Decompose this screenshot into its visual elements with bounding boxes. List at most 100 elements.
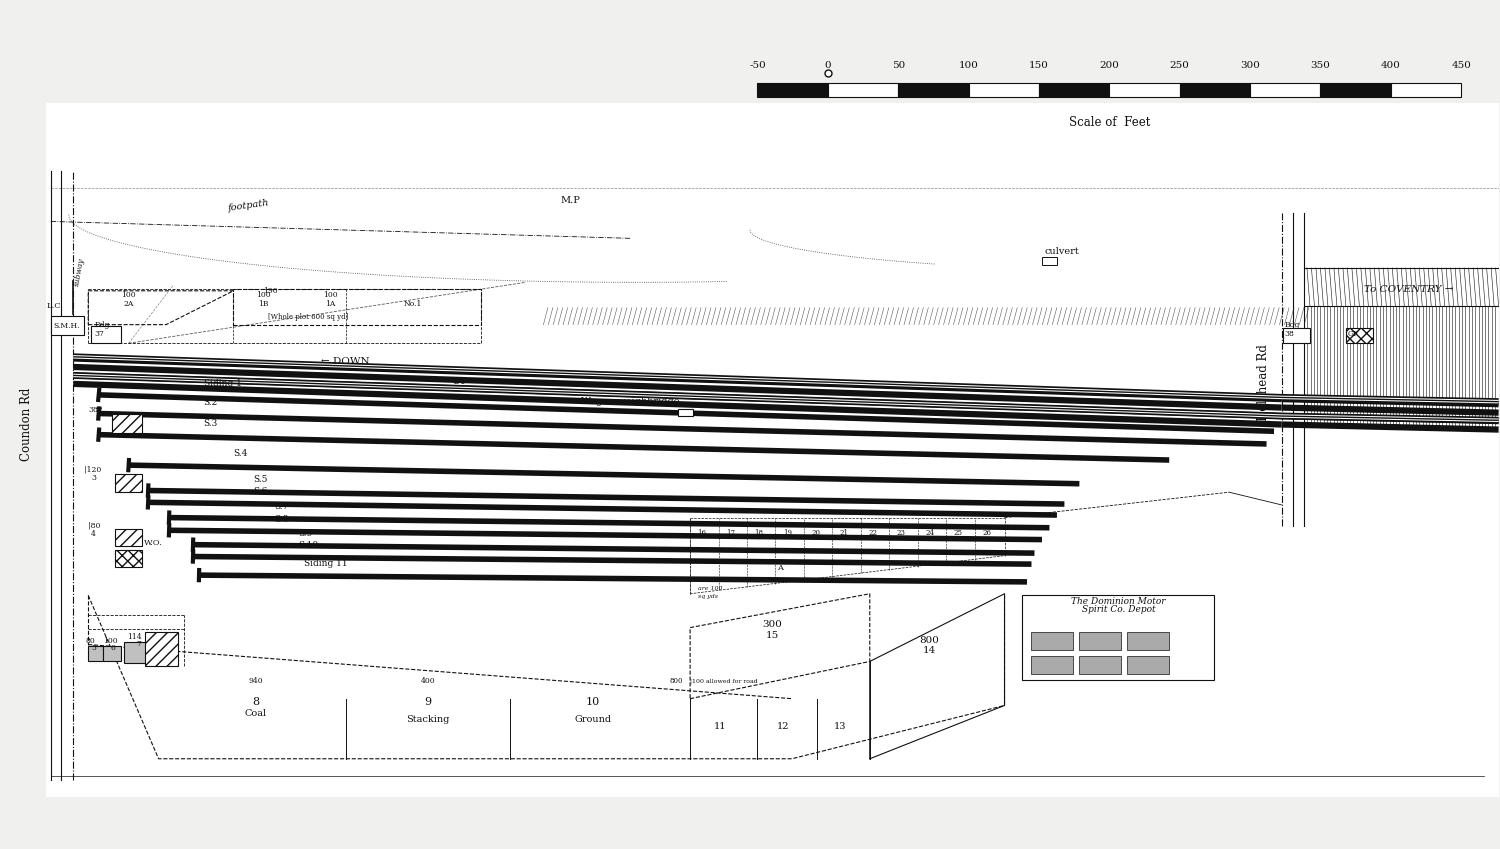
Text: 13: 13 xyxy=(834,722,846,731)
Bar xyxy=(969,83,1040,97)
Text: 9: 9 xyxy=(424,697,432,707)
Text: M.P: M.P xyxy=(561,196,580,205)
Text: GF: GF xyxy=(1347,330,1359,339)
Bar xyxy=(1080,632,1122,650)
Text: 23: 23 xyxy=(897,529,906,537)
Text: Bdg
37: Bdg 37 xyxy=(94,321,110,339)
Text: sq yds: sq yds xyxy=(698,594,717,599)
Text: 940: 940 xyxy=(249,677,262,684)
Text: |80: |80 xyxy=(88,522,101,530)
Text: 300: 300 xyxy=(1240,61,1260,70)
Text: 100
1A: 100 1A xyxy=(324,291,338,308)
Bar xyxy=(1179,83,1250,97)
Text: Stacking: Stacking xyxy=(406,716,450,724)
Text: 450: 450 xyxy=(1450,61,1472,70)
Text: 800
14: 800 14 xyxy=(920,636,939,655)
Text: 382: 382 xyxy=(88,406,104,413)
Bar xyxy=(828,83,898,97)
Text: W.O.: W.O. xyxy=(144,538,162,547)
Text: Spirit Co. Depot: Spirit Co. Depot xyxy=(1082,605,1155,615)
Text: 10: 10 xyxy=(585,697,600,707)
Text: 100
1B: 100 1B xyxy=(256,291,270,308)
Text: 100
2A: 100 2A xyxy=(122,291,136,308)
Text: Siding 1: Siding 1 xyxy=(204,380,242,388)
Bar xyxy=(146,632,178,666)
Text: 5: 5 xyxy=(92,644,96,651)
Text: 350: 350 xyxy=(1311,61,1330,70)
Text: ← DOWN: ← DOWN xyxy=(321,357,370,366)
Text: * ALL THESE: * ALL THESE xyxy=(698,577,741,582)
Text: are 100: are 100 xyxy=(698,586,721,591)
Bar xyxy=(1320,83,1390,97)
Bar xyxy=(1032,655,1074,674)
Bar xyxy=(1032,632,1074,650)
Bar xyxy=(1128,632,1168,650)
Text: S.9: S.9 xyxy=(298,529,312,538)
Bar xyxy=(116,550,142,566)
Bar xyxy=(1128,655,1168,674)
Text: Coundon Rd: Coundon Rd xyxy=(21,388,33,461)
Text: 6: 6 xyxy=(111,644,116,651)
Text: S.M.H.: S.M.H. xyxy=(54,322,81,330)
Text: A: A xyxy=(777,564,783,572)
Bar xyxy=(898,83,969,97)
Bar xyxy=(1080,655,1122,674)
Text: 100: 100 xyxy=(104,637,118,645)
Text: The Dominion Motor: The Dominion Motor xyxy=(1071,597,1166,606)
Bar xyxy=(116,474,142,492)
Text: 50: 50 xyxy=(891,61,904,70)
Text: Ground: Ground xyxy=(574,716,612,724)
Text: 0: 0 xyxy=(825,61,831,70)
Bar xyxy=(92,326,122,343)
Text: |120: |120 xyxy=(84,465,100,473)
Text: S.2: S.2 xyxy=(204,397,218,407)
Text: 100: 100 xyxy=(958,61,978,70)
Text: 114: 114 xyxy=(128,633,142,642)
Text: 16: 16 xyxy=(698,529,706,537)
Text: 200: 200 xyxy=(1100,61,1119,70)
Text: 80: 80 xyxy=(86,637,94,645)
Bar xyxy=(124,642,147,663)
Text: 300
15: 300 15 xyxy=(762,621,783,640)
Text: 4: 4 xyxy=(92,531,96,538)
Bar xyxy=(1346,328,1372,343)
Text: S.10: S.10 xyxy=(298,541,318,550)
Text: S.8: S.8 xyxy=(274,514,288,524)
Text: Holyhead Rd: Holyhead Rd xyxy=(1257,344,1270,420)
Text: 400: 400 xyxy=(1382,61,1401,70)
Bar xyxy=(88,646,104,661)
Text: |100 allowed for road: |100 allowed for road xyxy=(690,678,758,684)
Text: 800: 800 xyxy=(669,677,682,684)
Bar xyxy=(1040,83,1110,97)
Text: 21: 21 xyxy=(840,529,849,537)
Bar xyxy=(758,83,828,97)
Bar xyxy=(1282,328,1310,343)
Text: -50: -50 xyxy=(748,61,766,70)
Bar xyxy=(1110,83,1179,97)
Text: 3: 3 xyxy=(92,474,96,481)
Text: 190: 190 xyxy=(264,287,278,295)
Text: To COVENTRY →: To COVENTRY → xyxy=(1364,285,1454,295)
Text: 22: 22 xyxy=(868,529,877,537)
Text: No.1: No.1 xyxy=(404,300,423,308)
Bar xyxy=(104,646,122,661)
Text: 400: 400 xyxy=(422,677,435,684)
Text: Bdg
38: Bdg 38 xyxy=(1284,321,1300,339)
Text: 7: 7 xyxy=(136,640,141,648)
Text: 8: 8 xyxy=(252,697,260,707)
Bar xyxy=(1390,83,1461,97)
Bar xyxy=(1023,595,1214,680)
Text: Scale of  Feet: Scale of Feet xyxy=(1068,115,1150,129)
Text: 25: 25 xyxy=(954,529,963,537)
Text: S.7: S.7 xyxy=(274,502,288,511)
Text: S.5: S.5 xyxy=(254,475,267,484)
Text: UP →: UP → xyxy=(452,377,480,386)
Text: 11: 11 xyxy=(714,722,726,731)
Bar xyxy=(116,530,142,547)
Bar xyxy=(678,409,693,416)
Bar xyxy=(112,414,142,433)
Bar xyxy=(1250,83,1320,97)
Text: 19: 19 xyxy=(783,529,792,537)
Text: [Whole plot 600 sq yd]: [Whole plot 600 sq yd] xyxy=(268,312,348,321)
Text: footpath: footpath xyxy=(228,199,270,213)
